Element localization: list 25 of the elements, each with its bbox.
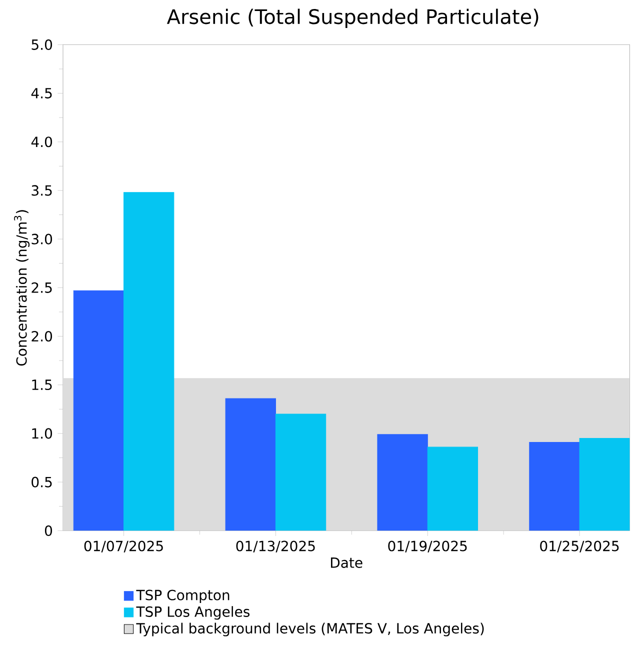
legend-label: TSP Compton bbox=[136, 590, 230, 604]
x-tick-label: 01/13/2025 bbox=[236, 540, 315, 552]
y-tick-label: 0.5 bbox=[32, 476, 52, 488]
y-tick-label: 2.0 bbox=[32, 330, 52, 342]
y-tick-label: 1.5 bbox=[32, 380, 52, 390]
y-tick-label: 2.5 bbox=[32, 282, 52, 293]
bar bbox=[275, 414, 326, 531]
bar bbox=[427, 446, 478, 531]
x-tick-label: 01/25/2025 bbox=[540, 540, 619, 552]
y-tick-label: 3.0 bbox=[32, 234, 52, 244]
x-tick-label: 01/07/2025 bbox=[84, 540, 163, 552]
y-tick-label: 4.5 bbox=[31, 88, 52, 98]
x-tick-label: 01/19/2025 bbox=[388, 540, 467, 552]
legend-label: TSP Los Angeles bbox=[136, 606, 250, 620]
x-axis-title: Date bbox=[330, 558, 362, 568]
y-tick-label: 4.0 bbox=[31, 136, 52, 148]
bar bbox=[124, 192, 174, 531]
legend-label: Typical background levels (MATES V, Los Angeles) bbox=[136, 622, 484, 636]
chart-title: Arsenic (Total Suspended Particulate) bbox=[166, 8, 538, 28]
y-tick-label: 3.5 bbox=[32, 185, 52, 196]
y-tick-label: 1.0 bbox=[32, 428, 52, 439]
y-tick-label: 0 bbox=[44, 525, 52, 536]
bar bbox=[579, 438, 630, 531]
y-axis-title: Concentration (ng/m$^{3}$) bbox=[14, 210, 30, 366]
y-tick-label: 5.0 bbox=[32, 39, 52, 50]
